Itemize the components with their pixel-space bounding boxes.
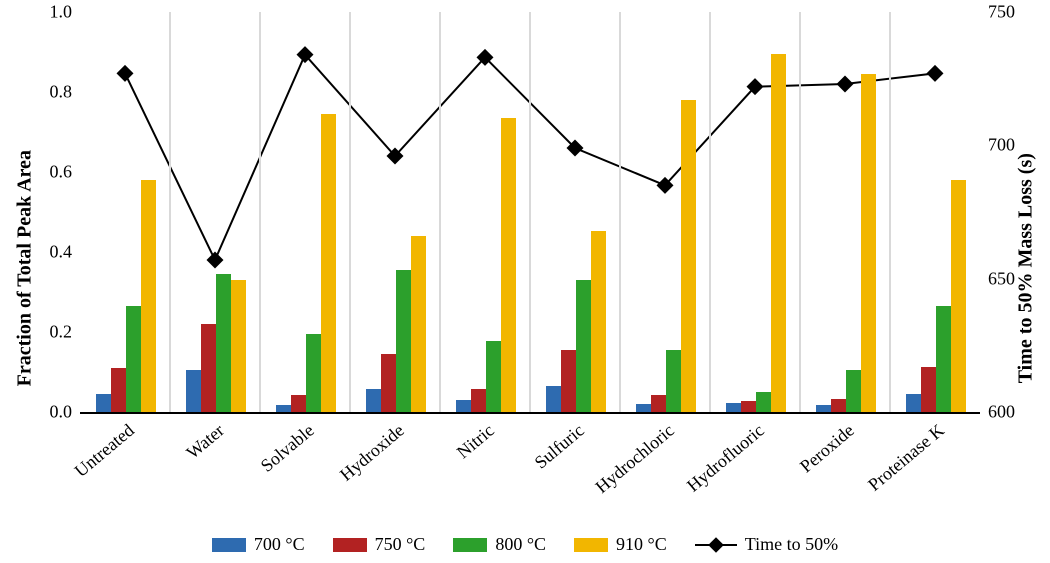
category-label: Nitric	[453, 420, 499, 463]
gridline	[799, 12, 801, 412]
gridline	[889, 12, 891, 412]
bar	[936, 306, 951, 412]
bar	[201, 324, 216, 412]
bar	[921, 367, 936, 412]
bar	[666, 350, 681, 412]
bar	[486, 341, 501, 412]
bar	[576, 280, 591, 412]
bar	[771, 54, 786, 412]
category-label: Proteinase K	[864, 420, 948, 496]
gridline	[349, 12, 351, 412]
legend-swatch	[453, 538, 487, 552]
category-label: Hydrochloric	[591, 420, 678, 498]
legend-line-icon	[695, 538, 737, 552]
bar	[651, 395, 666, 412]
bar	[816, 405, 831, 412]
bar	[471, 389, 486, 412]
bar	[396, 270, 411, 412]
y1-tick-label: 0.6	[50, 162, 73, 183]
gridline	[709, 12, 711, 412]
gridline	[259, 12, 261, 412]
bar	[906, 394, 921, 412]
category-label: Untreated	[71, 420, 139, 482]
bar	[591, 231, 606, 412]
bar	[381, 354, 396, 412]
bar	[411, 236, 426, 412]
y1-axis-title: Fraction of Total Peak Area	[13, 150, 36, 386]
legend-label: 910 °C	[616, 534, 667, 555]
bar	[366, 389, 381, 412]
bar	[111, 368, 126, 412]
bar	[321, 114, 336, 412]
bar	[681, 100, 696, 412]
legend-swatch	[212, 538, 246, 552]
bar	[501, 118, 516, 412]
legend-label: 750 °C	[375, 534, 426, 555]
gridline	[529, 12, 531, 412]
bar	[186, 370, 201, 412]
gridline	[439, 12, 441, 412]
legend-diamond-icon	[708, 537, 724, 553]
legend-item: Time to 50%	[695, 534, 838, 555]
y1-tick-label: 0.4	[50, 242, 73, 263]
legend-item: 800 °C	[453, 534, 546, 555]
bar	[96, 394, 111, 412]
y2-tick-label: 750	[988, 2, 1015, 23]
legend-label: 700 °C	[254, 534, 305, 555]
category-label: Hydrofluoric	[683, 420, 768, 496]
bar	[861, 74, 876, 412]
bar	[951, 180, 966, 412]
y1-tick-label: 1.0	[50, 2, 73, 23]
line-marker-diamond	[207, 252, 224, 269]
y1-tick-label: 0.8	[50, 82, 73, 103]
category-label: Sulfuric	[531, 420, 589, 473]
legend-label: Time to 50%	[745, 534, 838, 555]
category-label: Peroxide	[796, 420, 859, 477]
legend-item: 750 °C	[333, 534, 426, 555]
line-marker-diamond	[927, 65, 944, 82]
bar	[726, 403, 741, 412]
bar	[276, 405, 291, 412]
plot-area: 0.00.20.40.60.81.0600650700750UntreatedW…	[80, 12, 980, 414]
chart-container: Fraction of Total Peak Area Time to 50% …	[0, 0, 1050, 563]
bar	[216, 274, 231, 412]
legend-swatch	[333, 538, 367, 552]
bar	[231, 280, 246, 412]
bar	[831, 399, 846, 412]
bar	[306, 334, 321, 412]
gridline	[619, 12, 621, 412]
bar	[141, 180, 156, 412]
bar	[561, 350, 576, 412]
line-marker-diamond	[837, 76, 854, 93]
bar	[291, 395, 306, 412]
legend-label: 800 °C	[495, 534, 546, 555]
bar	[126, 306, 141, 412]
bar	[846, 370, 861, 412]
bar	[636, 404, 651, 412]
line-marker-diamond	[117, 65, 134, 82]
category-label: Hydroxide	[336, 420, 408, 486]
legend-swatch	[574, 538, 608, 552]
category-label: Water	[182, 420, 228, 463]
bar	[756, 392, 771, 412]
legend-item: 700 °C	[212, 534, 305, 555]
y2-axis-title: Time to 50% Mass Loss (s)	[1014, 153, 1037, 383]
y1-tick-label: 0.2	[50, 322, 73, 343]
legend-item: 910 °C	[574, 534, 667, 555]
y2-tick-label: 700	[988, 135, 1015, 156]
bar	[546, 386, 561, 412]
y2-tick-label: 650	[988, 268, 1015, 289]
y2-tick-label: 600	[988, 402, 1015, 423]
bar	[741, 401, 756, 412]
category-label: Solvable	[257, 420, 319, 477]
y1-tick-label: 0.0	[50, 402, 73, 423]
legend: 700 °C 750 °C 800 °C 910 °C Time to 50%	[0, 534, 1050, 555]
bar	[456, 400, 471, 412]
gridline	[169, 12, 171, 412]
